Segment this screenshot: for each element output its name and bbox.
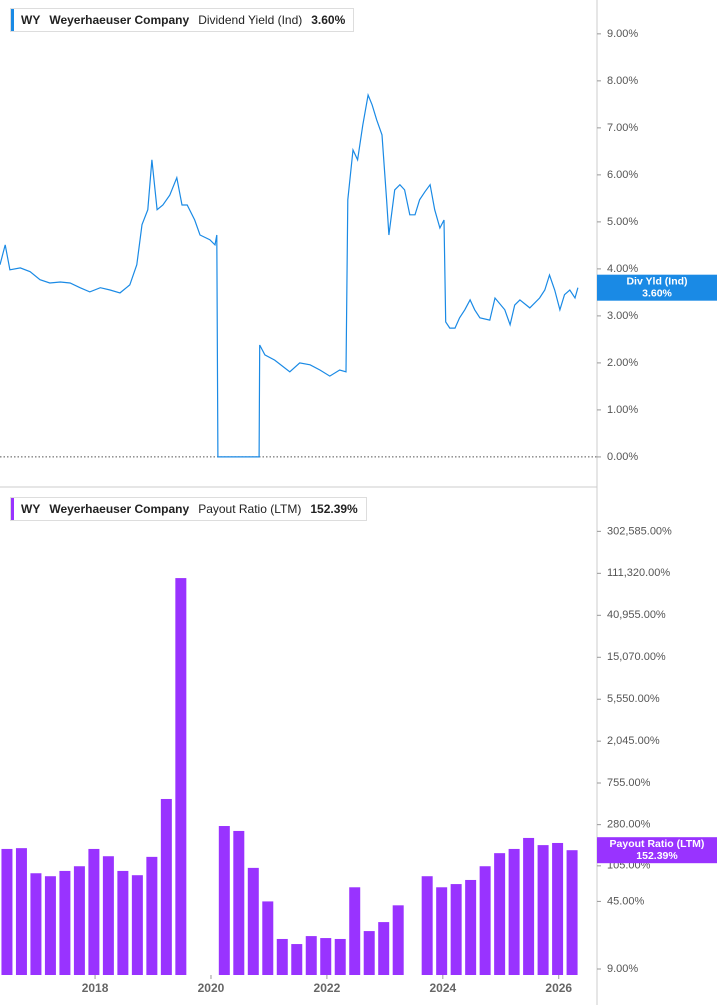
bar xyxy=(523,837,535,975)
bar xyxy=(73,866,85,975)
series-name: Payout Ratio (LTM) xyxy=(198,502,302,516)
y-tick-label: 0.00% xyxy=(607,451,638,463)
bar xyxy=(117,870,129,975)
company: Weyerhaeuser Company xyxy=(49,502,190,516)
bar xyxy=(291,944,303,975)
y-tick-label: 5,550.00% xyxy=(607,693,660,705)
x-tick-label: 2018 xyxy=(82,981,109,995)
flag-name: Payout Ratio (LTM) xyxy=(610,838,705,850)
legend: WY Weyerhaeuser Company Payout Ratio (LT… xyxy=(10,497,367,521)
y-tick-label: 755.00% xyxy=(607,777,651,789)
y-tick-label: 302,585.00% xyxy=(607,525,672,537)
bar xyxy=(349,887,361,975)
last-value: 152.39% xyxy=(310,502,358,516)
bar xyxy=(508,848,520,975)
y-tick-label: 4.00% xyxy=(607,263,638,275)
bar xyxy=(363,931,375,975)
line xyxy=(0,92,579,458)
bar xyxy=(218,826,230,975)
bar xyxy=(392,905,404,975)
bar xyxy=(59,870,71,975)
bar xyxy=(1,848,13,975)
bar xyxy=(15,848,27,975)
y-tick-label: 1.00% xyxy=(607,404,638,416)
bar xyxy=(131,875,143,975)
y-tick-label: 5.00% xyxy=(607,216,638,228)
value-flag xyxy=(597,837,717,864)
bar xyxy=(566,850,578,975)
bar xyxy=(465,879,477,975)
bar xyxy=(44,876,56,975)
bar xyxy=(233,830,245,975)
bar xyxy=(262,901,274,975)
bar xyxy=(305,936,317,975)
flag-value: 3.60% xyxy=(642,287,672,299)
bar xyxy=(160,798,172,975)
y-tick-label: 9.00% xyxy=(607,963,638,975)
bar xyxy=(552,842,564,975)
bar xyxy=(320,938,332,975)
last-value: 3.60% xyxy=(311,13,346,27)
ticker: WY xyxy=(21,502,41,516)
ticker: WY xyxy=(21,13,41,27)
x-tick-label: 2024 xyxy=(429,981,456,995)
series-name: Dividend Yield (Ind) xyxy=(198,13,303,27)
bar xyxy=(421,876,433,975)
bar xyxy=(88,848,100,975)
y-tick-label: 45.00% xyxy=(607,895,645,907)
value-flag xyxy=(597,274,717,301)
bar xyxy=(146,856,158,975)
y-tick-label: 7.00% xyxy=(607,122,638,134)
company: Weyerhaeuser Company xyxy=(49,13,190,27)
bar xyxy=(479,866,491,975)
legend: WY Weyerhaeuser Company Dividend Yield (… xyxy=(10,8,355,32)
y-tick-label: 9.00% xyxy=(607,28,638,40)
x-tick-label: 2022 xyxy=(314,981,341,995)
x-tick-label: 2020 xyxy=(198,981,225,995)
y-tick-label: 2.00% xyxy=(607,357,638,369)
y-tick-label: 111,320.00% xyxy=(607,567,670,579)
bar xyxy=(247,867,259,975)
bar xyxy=(276,938,288,975)
flag-value: 152.39% xyxy=(636,850,678,862)
bar xyxy=(450,884,462,975)
bar xyxy=(30,873,42,975)
bar xyxy=(102,856,114,975)
y-tick-label: 280.00% xyxy=(607,819,651,831)
y-tick-label: 15,070.00% xyxy=(607,651,666,663)
bar xyxy=(175,578,187,975)
y-tick-label: 40,955.00% xyxy=(607,609,666,621)
bar xyxy=(436,887,448,975)
x-tick-label: 2026 xyxy=(545,981,572,995)
y-tick-label: 6.00% xyxy=(607,169,638,181)
y-tick-label: 3.00% xyxy=(607,310,638,322)
bar xyxy=(334,938,346,975)
bar xyxy=(494,853,506,975)
y-tick-label: 8.00% xyxy=(607,75,638,87)
bar xyxy=(537,845,549,975)
flag-name: Div Yld (Ind) xyxy=(626,275,687,287)
bar xyxy=(378,922,390,975)
y-tick-label: 2,045.00% xyxy=(607,735,660,747)
